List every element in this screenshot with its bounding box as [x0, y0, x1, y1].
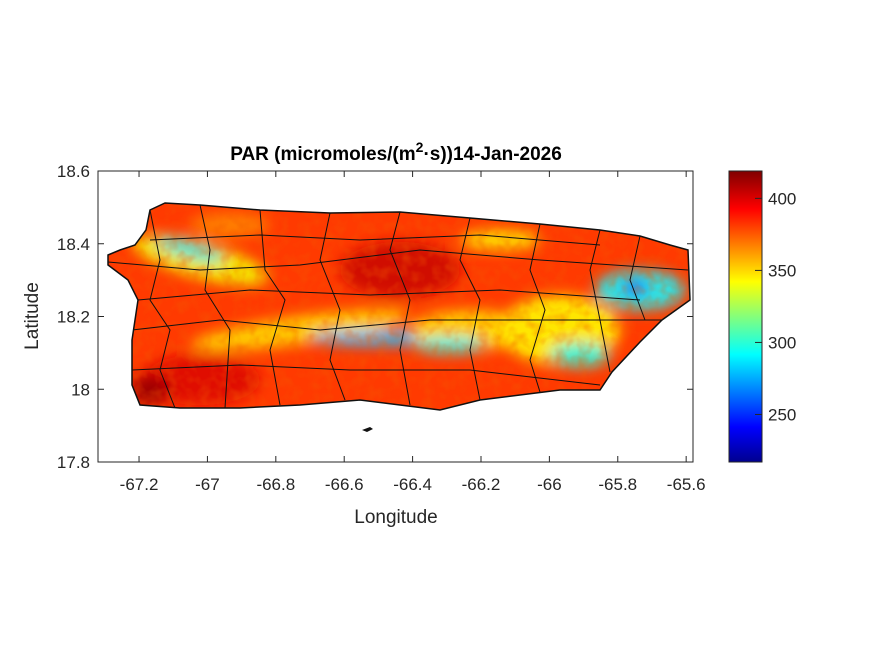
- x-axis: -67.2 -67 -66.8 -66.6 -66.4 -66.2 -66 -65.8 -65.…: [120, 171, 706, 494]
- x-tick-label: -65.8: [598, 475, 637, 494]
- colorbar: 250 300 350 400: [728, 170, 796, 463]
- x-tick-label: -66.2: [462, 475, 501, 494]
- x-tick-label: -66.6: [325, 475, 364, 494]
- y-tick-label: 18.4: [57, 235, 90, 254]
- colorbar-tick-label: 300: [768, 333, 796, 352]
- y-axis: 17.8 18 18.2 18.4 18.6: [57, 162, 693, 472]
- colorbar-gradient: [728, 170, 763, 463]
- y-tick-label: 18.6: [57, 162, 90, 181]
- colorbar-tick-label: 400: [768, 189, 796, 208]
- x-axis-label: Longitude: [354, 507, 437, 528]
- x-tick-label: -66: [537, 475, 562, 494]
- y-tick-label: 18.2: [57, 308, 90, 327]
- municipality-boundaries: [108, 204, 689, 409]
- x-tick-label: -67.2: [120, 475, 159, 494]
- x-tick-label: -66.4: [393, 475, 432, 494]
- y-tick-label: 18: [71, 380, 90, 399]
- par-heatmap: [108, 203, 690, 410]
- y-tick-label: 17.8: [57, 453, 90, 472]
- x-tick-label: -67: [195, 475, 220, 494]
- chart-title: PAR (micromoles/(m2·s))14-Jan-2026: [230, 139, 562, 165]
- x-tick-label: -66.8: [256, 475, 295, 494]
- plot-area: -67.2 -67 -66.8 -66.6 -66.4 -66.2 -66 -65.8 -65.…: [22, 139, 706, 528]
- colorbar-tick-label: 250: [768, 405, 796, 424]
- x-tick-label: -65.6: [667, 475, 706, 494]
- vieques-islet: [362, 427, 373, 432]
- colorbar-tick-label: 350: [768, 261, 796, 280]
- y-axis-label: Latitude: [22, 282, 43, 350]
